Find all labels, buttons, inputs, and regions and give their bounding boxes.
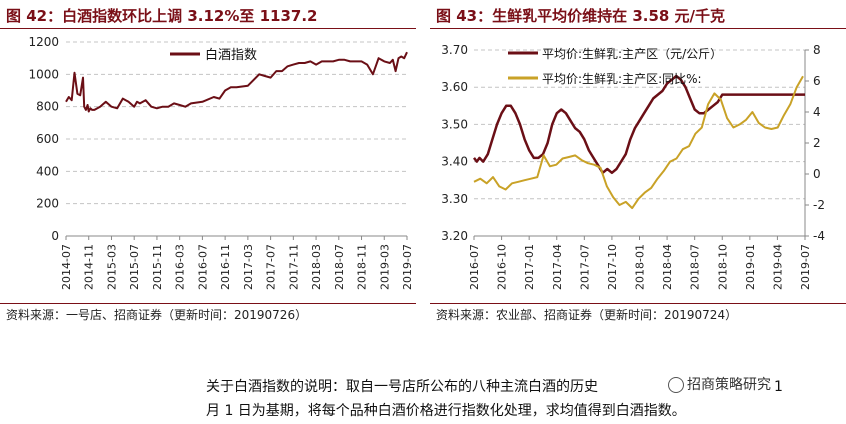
legend-label-yoy: 平均价:生鲜乳:主产区:同比%: xyxy=(542,72,702,86)
x-tick-label: 2015-03 xyxy=(105,244,118,290)
right-chart-svg: 3.20 3.30 3.40 3.50 3.60 3.70 -4 -2 0 2 4 6 8 2016-07… xyxy=(441,43,825,290)
x-tick-label: 2016-07 xyxy=(196,244,209,290)
y-tick-label: 1000 xyxy=(28,67,59,81)
x-tick-label: 2015-11 xyxy=(151,244,164,290)
y2-tick-label: 8 xyxy=(813,43,821,57)
x-tick-label: 2018-01 xyxy=(634,244,647,290)
y-tick-label: 400 xyxy=(36,164,59,178)
y2-tick-label: -4 xyxy=(813,229,825,243)
x-tick-label: 2019-07 xyxy=(401,244,414,290)
right-source-rule xyxy=(430,303,846,304)
note-line-1-end: 1 xyxy=(774,379,783,395)
left-title-rule xyxy=(0,28,416,29)
y-tick-label: 200 xyxy=(36,197,59,211)
x-tick-label: 2017-04 xyxy=(551,244,564,290)
note-line-2: 月 1 日为基期，将每个品种白酒价格进行指数化处理，求均值得到白酒指数。 xyxy=(206,403,686,419)
x-tick-label: 2017-11 xyxy=(287,244,300,290)
series-line-yoy xyxy=(473,75,804,210)
x-tick-label: 2018-10 xyxy=(716,244,729,290)
x-tick-label: 2019-01 xyxy=(744,244,757,290)
x-tick-label: 2017-01 xyxy=(523,244,536,290)
series-line-baijiu-index xyxy=(65,51,408,113)
y2-tick-label: 6 xyxy=(813,74,821,88)
left-chart-title: 图 42：白酒指数环比上调 3.12%至 1137.2 xyxy=(6,7,318,25)
y-tick-label: 3.60 xyxy=(441,80,468,94)
x-tick-label: 2019-03 xyxy=(378,244,391,290)
y-tick-label: 3.70 xyxy=(441,43,468,57)
x-tick-label: 2018-07 xyxy=(689,244,702,290)
x-tick-label: 2016-03 xyxy=(174,244,187,290)
x-tick-label: 2014-07 xyxy=(60,244,73,290)
note-line-1: 关于白酒指数的说明：取自一号店所公布的八种主流白酒的历史 1 xyxy=(206,376,783,396)
x-tick-label: 2018-04 xyxy=(661,244,674,290)
x-tick-label: 2018-03 xyxy=(310,244,323,290)
x-tick-label: 2014-11 xyxy=(83,244,96,290)
x-tick-label: 2019-04 xyxy=(771,244,784,290)
y2-tick-label: 4 xyxy=(813,105,821,119)
x-tick-label: 2016-10 xyxy=(496,244,509,290)
y-tick-label: 3.20 xyxy=(441,229,468,243)
legend-label: 白酒指数 xyxy=(205,47,257,63)
watermark: 招商策略研究 xyxy=(668,374,771,394)
watermark-text: 招商策略研究 xyxy=(687,377,771,393)
x-tick-label: 2016-07 xyxy=(468,244,481,290)
left-source-rule xyxy=(0,303,416,304)
y2-tick-label: 2 xyxy=(813,136,821,150)
y-tick-label: 800 xyxy=(36,100,59,114)
series-line-avg-price xyxy=(473,74,805,175)
y-tick-label: 3.50 xyxy=(441,117,468,131)
legend-label-avg-price: 平均价:生鲜乳:主产区（元/公斤） xyxy=(542,47,722,61)
y-tick-label: 3.30 xyxy=(441,192,468,206)
x-tick-label: 2018-11 xyxy=(356,244,369,290)
x-tick-label: 2017-10 xyxy=(606,244,619,290)
right-chart-title: 图 43：生鲜乳平均价维持在 3.58 元/千克 xyxy=(436,7,726,25)
right-title-rule xyxy=(430,28,846,29)
x-tick-label: 2017-07 xyxy=(265,244,278,290)
y-tick-label: 3.40 xyxy=(441,155,468,169)
x-tick-label: 2019-07 xyxy=(799,244,812,290)
y-tick-label: 600 xyxy=(36,132,59,146)
x-tick-label: 2015-07 xyxy=(128,244,141,290)
note-line-1-text: 关于白酒指数的说明：取自一号店所公布的八种主流白酒的历史 xyxy=(206,379,598,395)
left-source-text: 资料来源：一号店、招商证券（更新时间：20190726） xyxy=(6,308,308,322)
y2-tick-label: 0 xyxy=(813,167,821,181)
x-tick-label: 2017-07 xyxy=(578,244,591,290)
y-tick-label: 1200 xyxy=(28,35,59,49)
right-source-text: 资料来源：农业部、招商证券（更新时间：20190724） xyxy=(436,308,738,322)
y2-tick-label: -2 xyxy=(813,198,825,212)
wechat-icon xyxy=(668,377,684,393)
left-chart-svg: 0 200 400 600 800 1000 1200 2014-07 2014-11 2015-… xyxy=(28,35,414,290)
x-tick-label: 2017-03 xyxy=(242,244,255,290)
y-tick-label: 0 xyxy=(51,229,59,243)
x-tick-label: 2016-11 xyxy=(219,244,232,290)
x-tick-label: 2018-07 xyxy=(333,244,346,290)
